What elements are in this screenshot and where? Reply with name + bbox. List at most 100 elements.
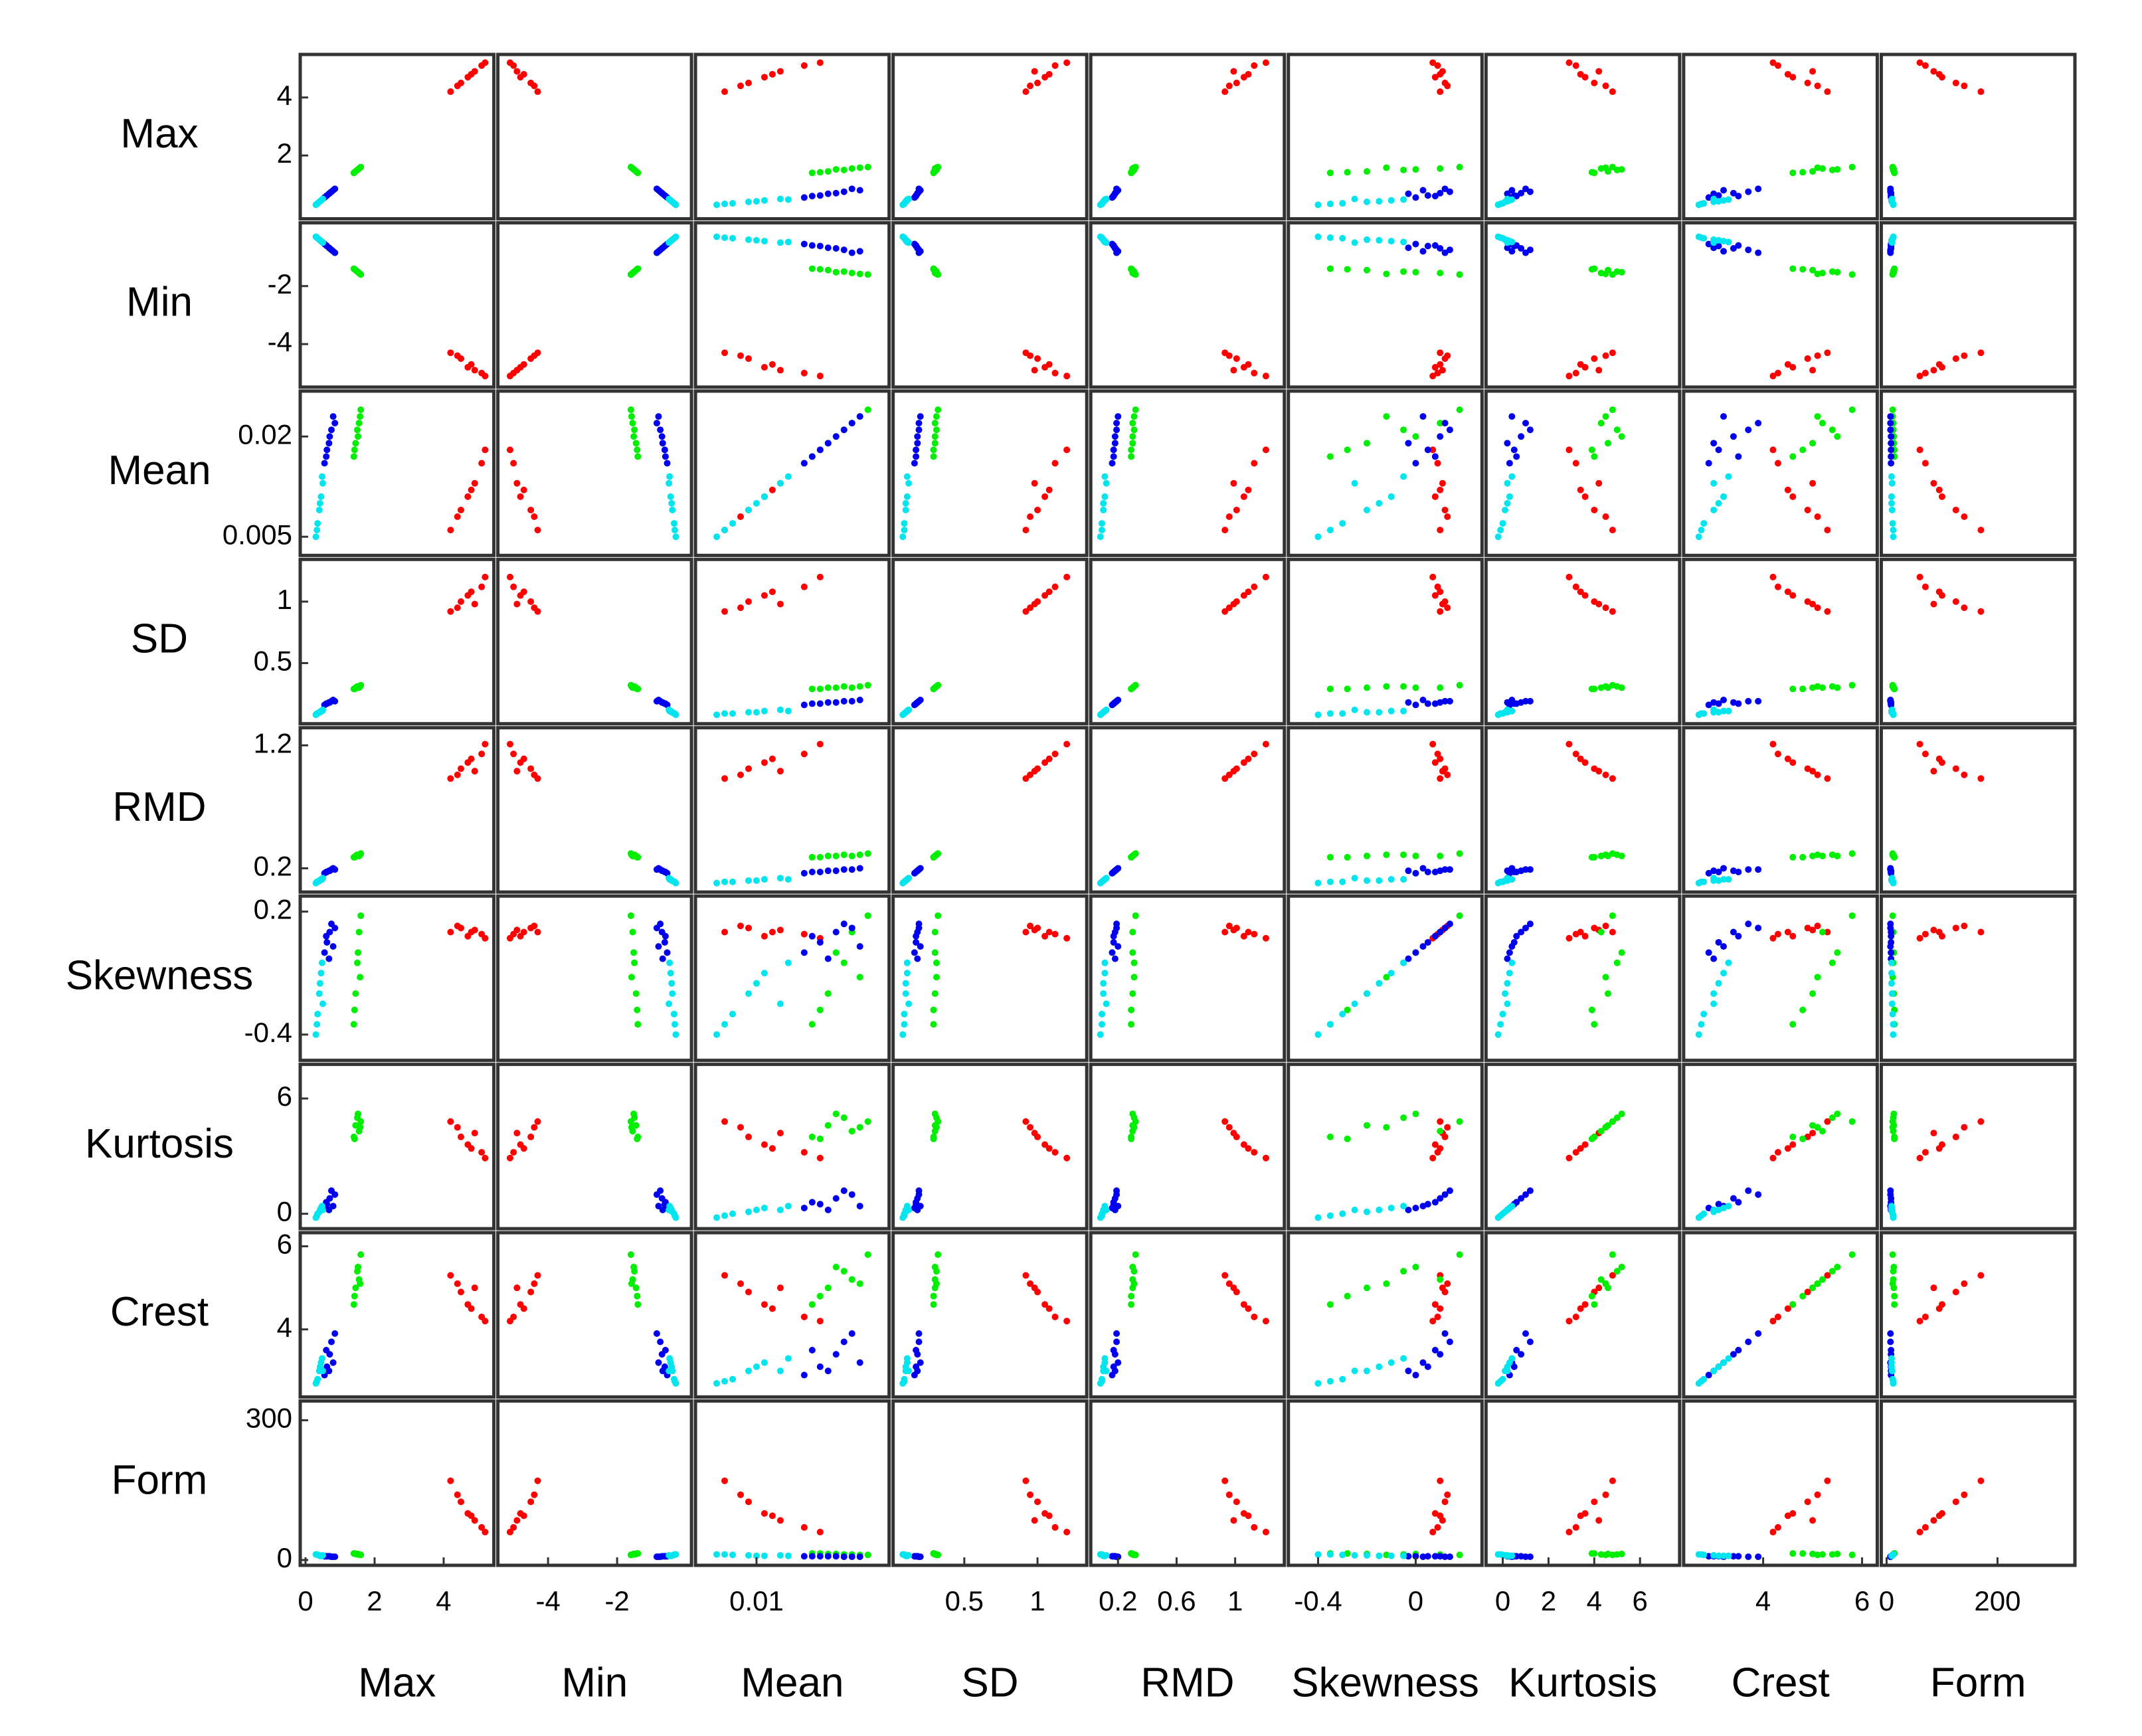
point: [520, 1512, 527, 1519]
point: [629, 928, 636, 936]
point: [1412, 1110, 1419, 1118]
point: [1364, 990, 1370, 998]
point: [800, 930, 808, 938]
point: [478, 750, 486, 758]
point: [1889, 1280, 1896, 1287]
point: [1710, 506, 1718, 513]
point: [1814, 1551, 1821, 1559]
point: [351, 1006, 358, 1013]
point: [1588, 1006, 1595, 1013]
point: [1609, 1477, 1616, 1484]
cell: [693, 894, 891, 1063]
point: [1506, 949, 1513, 956]
point: [1769, 934, 1777, 942]
point: [1497, 878, 1504, 885]
point: [1888, 1363, 1895, 1371]
point: [634, 1021, 642, 1028]
point: [745, 765, 752, 772]
point: [1921, 1313, 1929, 1320]
cell: [1287, 220, 1484, 389]
point: [1364, 266, 1370, 274]
point: [1565, 373, 1573, 380]
point: [901, 1021, 908, 1028]
point: [634, 1292, 641, 1300]
point: [1889, 406, 1896, 414]
point: [1128, 1135, 1135, 1142]
point: [1376, 236, 1383, 244]
point: [1710, 706, 1718, 713]
cell: [1287, 726, 1484, 894]
point: [513, 479, 521, 487]
point: [1609, 527, 1616, 534]
point: [808, 869, 816, 876]
point: [903, 876, 911, 883]
point: [931, 1110, 938, 1118]
point: [1387, 1204, 1395, 1211]
point: [1814, 164, 1821, 171]
point: [760, 1359, 768, 1366]
point: [1497, 234, 1504, 241]
point: [1437, 1553, 1444, 1560]
point: [1063, 740, 1071, 748]
point: [1099, 520, 1106, 527]
point: [931, 420, 938, 427]
point: [1063, 1528, 1071, 1535]
point: [627, 1118, 634, 1125]
point: [721, 1272, 729, 1279]
cell: [891, 389, 1089, 557]
point: [1128, 1292, 1135, 1300]
point: [1419, 697, 1427, 704]
row-label: RMD: [112, 784, 206, 830]
point: [864, 406, 871, 414]
cell-frame: [1682, 52, 1879, 220]
point: [666, 479, 673, 487]
point: [1508, 473, 1516, 480]
point: [1720, 1552, 1728, 1559]
point: [800, 869, 808, 877]
point: [824, 1284, 832, 1292]
point: [1725, 473, 1732, 480]
point: [1725, 1355, 1732, 1362]
point: [1698, 527, 1705, 534]
point: [513, 600, 521, 608]
point: [784, 959, 792, 966]
point: [447, 88, 454, 96]
point: [1441, 924, 1449, 932]
point: [1387, 1552, 1395, 1559]
cell: [891, 220, 1089, 389]
column-label: Crest: [1732, 1660, 1830, 1705]
point: [478, 1523, 486, 1531]
point: [753, 709, 760, 716]
point: [1508, 1203, 1516, 1210]
point: [913, 932, 920, 940]
point: [816, 685, 824, 693]
point: [840, 851, 848, 859]
point: [1031, 1130, 1038, 1137]
point: [527, 1288, 535, 1296]
cell: [1484, 220, 1682, 389]
point: [1099, 1377, 1106, 1385]
point: [832, 268, 840, 276]
point: [768, 928, 776, 936]
point: [1499, 1010, 1506, 1017]
point: [1804, 1288, 1811, 1296]
point: [864, 1118, 871, 1125]
point: [721, 527, 729, 534]
point: [632, 1284, 640, 1292]
point: [457, 765, 464, 772]
point: [913, 453, 920, 460]
point: [1887, 413, 1894, 420]
point: [1446, 920, 1453, 928]
point: [1051, 1313, 1059, 1320]
point: [1769, 446, 1777, 454]
point: [1891, 1292, 1898, 1300]
point: [1262, 573, 1269, 580]
point: [531, 1491, 538, 1498]
point: [1022, 608, 1029, 615]
cell-frame: [298, 1063, 496, 1231]
point: [1383, 851, 1390, 859]
point: [1113, 1330, 1120, 1337]
point: [506, 373, 513, 380]
point: [1565, 740, 1573, 748]
point: [312, 1031, 319, 1038]
